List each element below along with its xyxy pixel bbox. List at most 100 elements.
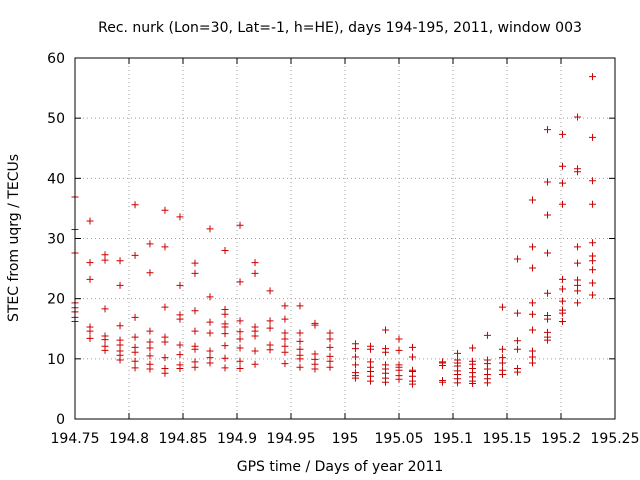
data-point [326, 329, 334, 337]
data-point [409, 366, 416, 374]
data-point [366, 342, 374, 350]
x-tick-label: 195.1 [433, 431, 473, 447]
data-point [574, 113, 582, 121]
x-tick-label: 195.15 [483, 431, 532, 447]
data-point [206, 225, 214, 233]
data-point [439, 376, 447, 384]
data-point [351, 353, 359, 361]
data-point [131, 201, 139, 209]
data-point [589, 177, 597, 185]
data-point [161, 364, 169, 372]
data-point [236, 221, 244, 229]
data-point [296, 329, 304, 337]
data-point [574, 259, 582, 267]
data-point [266, 324, 274, 332]
tick-labels: 194.75 194.8 194.85 194.9 194.95 195 195.05 195… [47, 51, 639, 447]
data-point [311, 350, 319, 358]
data-point [528, 359, 536, 367]
data-point [589, 133, 597, 141]
x-tick-label: 195.05 [375, 431, 424, 447]
data-point [131, 313, 139, 321]
data-point [559, 306, 567, 314]
data-point [469, 357, 477, 365]
data-point [131, 343, 139, 351]
data-point [236, 344, 244, 352]
data-point [266, 341, 274, 349]
data-point [589, 73, 597, 81]
data-point [296, 302, 304, 310]
y-tick-label: 30 [47, 232, 65, 248]
data-point [544, 249, 551, 257]
data-point [206, 347, 214, 355]
data-point [409, 353, 416, 361]
data-point [409, 343, 416, 351]
data-point [191, 307, 199, 315]
data-point [116, 336, 124, 344]
data-point [131, 333, 139, 341]
data-point [191, 327, 199, 335]
data-point [176, 351, 184, 359]
data-point [296, 345, 304, 353]
data-point [176, 361, 184, 369]
data-point [206, 318, 214, 326]
x-tick-label: 195 [332, 431, 359, 447]
data-point [131, 357, 139, 365]
data-point [191, 342, 199, 350]
data-point [454, 356, 462, 364]
x-tick-label: 194.9 [217, 431, 257, 447]
data-point [146, 327, 154, 335]
data-point [101, 342, 109, 350]
data-point [236, 328, 244, 336]
data-point [559, 179, 567, 187]
x-tick-label: 194.75 [51, 431, 100, 447]
data-point [483, 331, 491, 339]
data-point [191, 358, 199, 366]
data-point [544, 211, 551, 219]
grid [75, 58, 615, 419]
data-point [528, 264, 536, 272]
x-tick-label: 194.95 [267, 431, 316, 447]
data-point [326, 363, 334, 371]
data-point [589, 279, 597, 287]
data-point [528, 243, 536, 251]
data-point [161, 243, 169, 251]
y-tick-label: 10 [47, 352, 65, 368]
data-point [86, 275, 94, 283]
data-point [559, 297, 567, 305]
data-point [146, 240, 154, 248]
data-point [131, 364, 139, 372]
data-point [221, 305, 229, 313]
data-point [326, 352, 334, 360]
data-point [86, 259, 94, 267]
data-point [206, 329, 214, 337]
data-point [296, 337, 304, 345]
data-point [382, 361, 389, 369]
plot-frame [74, 57, 616, 420]
data-point [366, 358, 374, 366]
data-point [469, 344, 477, 352]
data-point [528, 299, 536, 307]
data-point [236, 278, 244, 286]
data-point [281, 360, 289, 368]
data-point [116, 347, 124, 355]
data-point [382, 345, 389, 353]
x-tick-label: 195.25 [591, 431, 640, 447]
data-point [281, 302, 289, 310]
data-point [281, 342, 289, 350]
data-point [296, 351, 304, 359]
data-point [101, 332, 109, 340]
data-point [528, 353, 536, 361]
data-point [589, 266, 597, 274]
y-axis-label: STEC from uqrg / TECUs [6, 154, 22, 322]
data-point [382, 326, 389, 334]
data-point [351, 361, 359, 369]
data-point [221, 364, 229, 372]
x-tick-label: 194.8 [109, 431, 149, 447]
data-point [236, 364, 244, 372]
data-point [86, 217, 94, 225]
data-point [206, 293, 214, 301]
data-points [71, 73, 597, 388]
data-point [528, 310, 536, 318]
data-point [574, 165, 582, 173]
data-point [326, 335, 334, 343]
